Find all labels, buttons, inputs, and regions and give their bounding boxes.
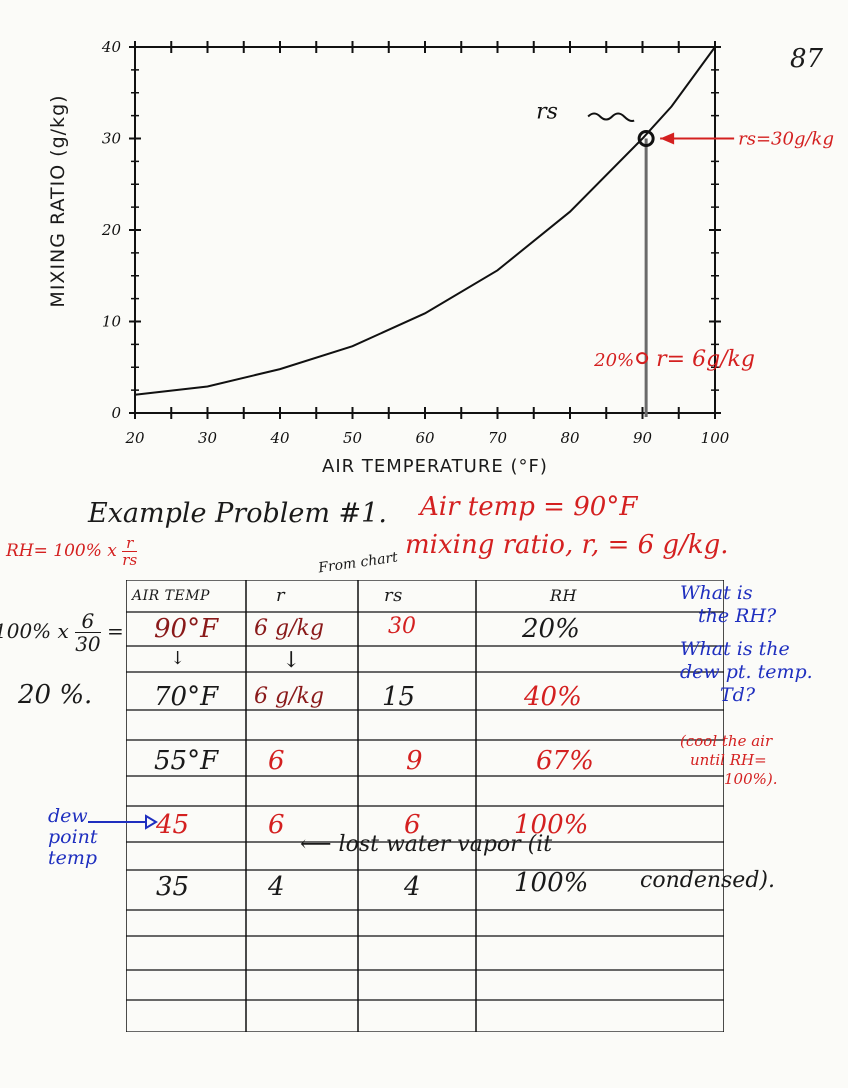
y-ticks: 0 10 20 30 40: [101, 38, 721, 422]
x-tick-label: 100: [701, 429, 730, 447]
cooling-note-line3: 100%).: [724, 770, 778, 788]
condensed-note: condensed).: [640, 868, 775, 893]
row3-r: 6: [268, 746, 285, 776]
row4-rs: 6: [404, 810, 421, 840]
rs-label: rs: [536, 100, 558, 125]
question-rh-line2: the RH?: [698, 605, 777, 627]
y-tick-label: 20: [101, 221, 122, 239]
row2-rs: 15: [382, 682, 416, 712]
rh-formula-den: rs: [122, 551, 138, 569]
calc-num: 6: [75, 610, 101, 633]
x-tick-label: 20: [124, 429, 145, 447]
from-chart-note: From chart: [317, 549, 399, 577]
row3-rh: 67%: [536, 746, 594, 776]
page-number: 87: [790, 44, 824, 74]
dew-label-line1: dew: [48, 805, 88, 827]
row3-temp: 55°F: [154, 746, 219, 776]
y-tick-label: 0: [111, 404, 121, 422]
x-tick-label: 50: [343, 429, 363, 447]
rh-percent: 20%: [593, 350, 634, 371]
x-tick-label: 90: [633, 429, 653, 447]
rh-formula: RH= 100% x r rs: [6, 535, 138, 569]
row3-rs: 9: [406, 746, 423, 776]
lost-vapor-text: lost water vapor (it: [338, 832, 553, 857]
rs-arrowhead: [660, 132, 675, 145]
row5-temp: 35: [156, 872, 190, 902]
rs-value: rs=30g/kg: [738, 129, 834, 150]
cooling-note: (cool the air until RH= 100%).: [680, 732, 778, 789]
question-rh-line1: What is: [680, 582, 753, 604]
cooling-note-line1: (cool the air: [680, 732, 773, 750]
rs-pointer: [587, 112, 635, 122]
rh-formula-num: r: [122, 535, 138, 552]
dew-point-arrow: [88, 814, 158, 830]
row2-rh: 40%: [524, 682, 582, 712]
row5-rs: 4: [404, 872, 421, 902]
row1-rs: 30: [388, 614, 416, 639]
header-rh: RH: [550, 586, 577, 605]
header-air-temp: AIR TEMP: [132, 588, 210, 604]
x-tick-label: 40: [269, 429, 290, 447]
y-tick-label: 10: [102, 313, 122, 331]
r-marker: [636, 352, 649, 365]
calc-fraction: 6 30: [75, 610, 101, 656]
row1-down-arrow: ↓: [170, 648, 186, 669]
row1-r-down-arrow: ↓: [282, 648, 301, 673]
header-rs: rs: [384, 585, 403, 606]
row1-r: 6 g/kg: [254, 616, 324, 641]
air-temp-given: Air temp = 90°F: [420, 492, 638, 522]
x-axis-label: AIR TEMPERATURE (°F): [322, 456, 548, 477]
y-tick-label: 30: [102, 130, 122, 148]
dew-label-line3: temp: [48, 847, 98, 869]
mixing-ratio-chart: 20 30 40 50 60 70 80 90 100 0 10 20 30 40 rs rs=30g/…: [101, 38, 834, 447]
row4-r: 6: [268, 810, 285, 840]
r-value: r= 6g/kg: [656, 347, 755, 372]
x-tick-label: 60: [415, 429, 435, 447]
dew-label-line2: point: [48, 826, 98, 848]
left-arrow-icon: ⟵: [300, 832, 332, 857]
question-dewpoint-line2: dew pt. temp.: [680, 661, 813, 683]
question-rh: What is the RH?: [680, 582, 776, 628]
calc-prefix: 100% x: [0, 619, 69, 643]
x-tick-label: 70: [488, 429, 508, 447]
y-axis-label: MIXING RATIO (g/kg): [47, 94, 69, 308]
data-table: AIR TEMP r rs RH 90°F 6 g/kg 30 20% ↓ ↓ …: [126, 580, 724, 1032]
rh-calculation: 100% x 6 30 =: [0, 610, 124, 655]
header-r: r: [276, 585, 286, 606]
row5-r: 4: [268, 872, 285, 902]
calc-result: 20 %.: [18, 680, 93, 710]
calc-suffix: =: [107, 619, 124, 643]
x-ticks: 20 30 40 50 60 70 80 90 100: [124, 41, 730, 447]
row4-rh: 100%: [514, 810, 589, 840]
calc-den: 30: [75, 632, 101, 656]
table-grid: [126, 580, 724, 1032]
row4-temp: 45: [156, 810, 190, 840]
rh-formula-fraction: r rs: [122, 535, 138, 569]
rs-marker: [637, 130, 655, 147]
x-tick-label: 80: [560, 429, 580, 447]
y-tick-label: 40: [101, 38, 122, 56]
rh-formula-prefix: RH= 100% x: [6, 541, 117, 561]
row1-rh: 20%: [522, 614, 580, 644]
lost-vapor-note: ⟵ lost water vapor (it: [300, 832, 552, 857]
question-dewpoint: What is the dew pt. temp. Td?: [680, 638, 813, 707]
mixing-ratio-given: mixing ratio, r, = 6 g/kg.: [405, 530, 729, 560]
question-dewpoint-line1: What is the: [680, 638, 790, 660]
row2-r: 6 g/kg: [254, 684, 324, 709]
row1-temp: 90°F: [154, 614, 219, 644]
example-title: Example Problem #1.: [88, 498, 387, 529]
saturation-curve: [134, 46, 716, 396]
dew-point-label: dew point temp: [48, 806, 98, 869]
cooling-note-line2: until RH=: [690, 751, 767, 769]
question-dewpoint-line3: Td?: [720, 684, 756, 706]
x-tick-label: 30: [198, 429, 218, 447]
row5-rh: 100%: [514, 868, 589, 898]
row2-temp: 70°F: [154, 682, 219, 712]
